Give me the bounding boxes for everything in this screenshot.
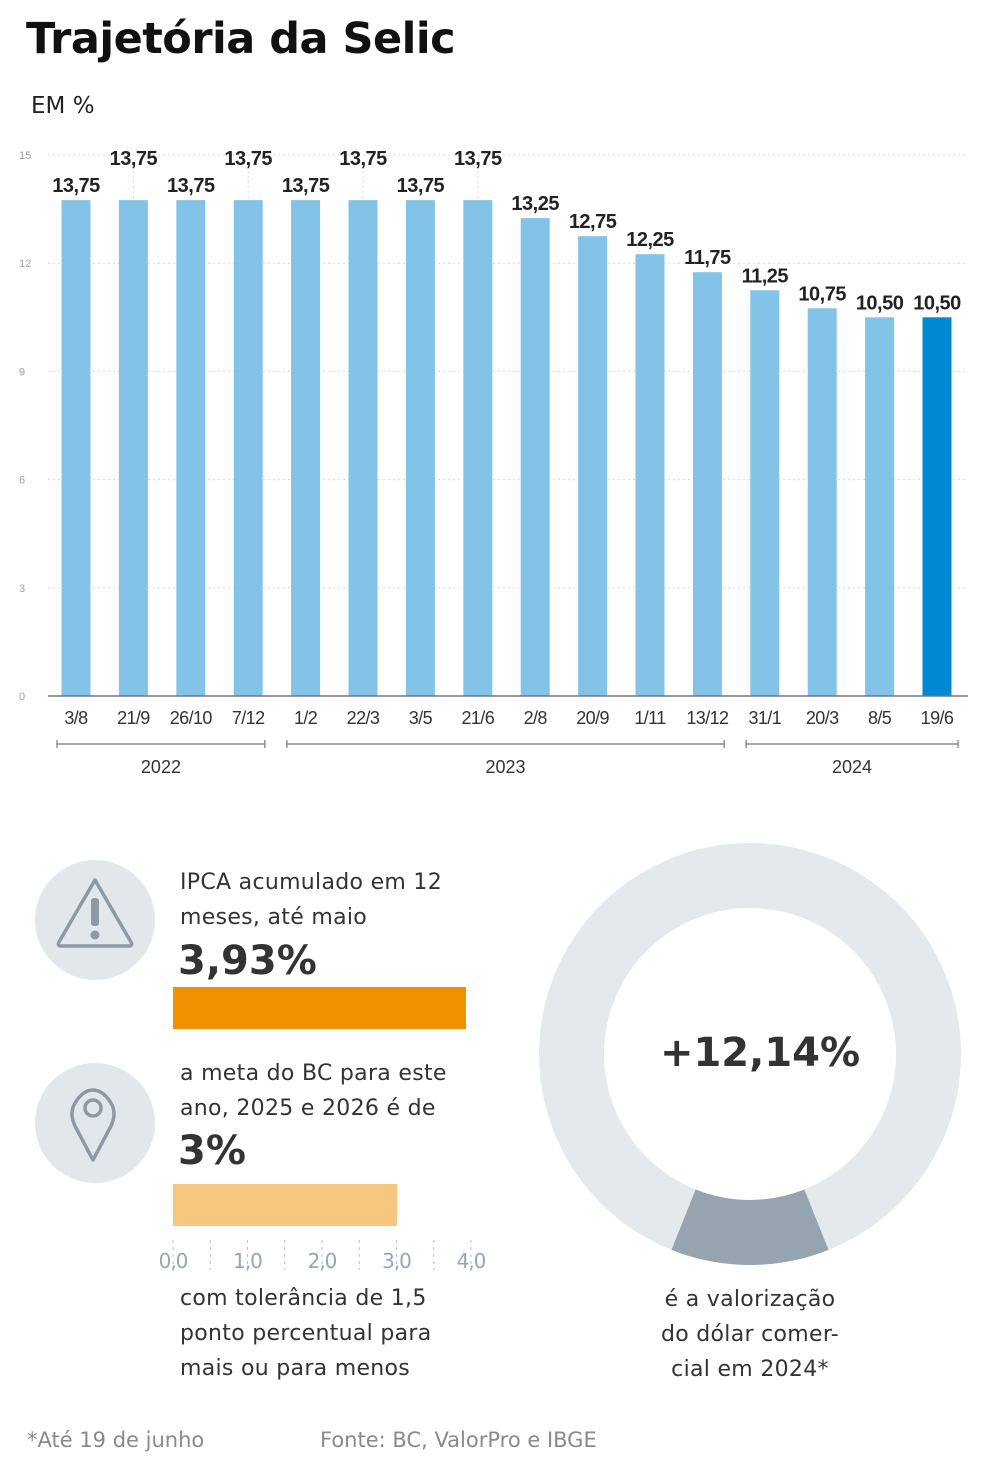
ipca-bar [173, 987, 466, 1029]
dollar-caption: é a valorização do dólar comer- cial em … [600, 1282, 900, 1387]
x-tick-label: 21/6 [461, 708, 494, 728]
tolerance-line1: com tolerância de 1,5 [180, 1286, 427, 1311]
location-pin-icon [70, 1088, 116, 1162]
year-label: 2023 [485, 757, 525, 777]
bar [118, 200, 148, 696]
bar [348, 200, 378, 696]
unit-label: EM % [31, 93, 95, 119]
bar-value-label: 11,75 [684, 247, 731, 269]
location-pin-icon-badge [35, 1063, 155, 1183]
selic-bar-chart: 0 3 6 9 12 15 13,75 3/8 13,75 21/9 13,75 26/10 13,75… [19, 148, 968, 777]
y-tick-label: 12 [19, 258, 31, 270]
ipca-text-line1: IPCA acumulado em 12 [180, 870, 443, 895]
dollar-caption-line1: é a valorização [664, 1287, 836, 1312]
x-tick-label: 20/3 [806, 708, 839, 728]
bar-value-label: 10,75 [798, 283, 846, 305]
x-tick-label: 3/8 [64, 708, 88, 728]
footnote: *Até 19 de junho [27, 1428, 205, 1452]
y-tick-label: 15 [19, 150, 31, 162]
x-tick-label: 22/3 [347, 708, 380, 728]
bar-value-label: 13,75 [167, 175, 215, 197]
x-tick-label: 8/5 [868, 708, 892, 728]
warning-icon-badge [35, 860, 155, 980]
x-tick-label: 2/8 [524, 708, 548, 728]
dollar-caption-line3: cial em 2024* [671, 1357, 829, 1382]
ipca-value: 3,93% [178, 938, 317, 984]
comparison-axis: 0,0 1,0 2,0 3,0 4,0 [159, 1240, 487, 1273]
comparison-tick-label: 3,0 [382, 1249, 411, 1273]
x-tick-label: 20/9 [576, 708, 609, 728]
warning-icon [56, 878, 134, 948]
bar [463, 200, 493, 696]
bar [807, 308, 837, 696]
bar-value-label: 12,25 [626, 229, 674, 251]
dollar-donut-chart [539, 843, 961, 1265]
meta-description: a meta do BC para este ano, 2025 e 2026 … [180, 1056, 447, 1126]
x-tick-label: 3/5 [409, 708, 433, 728]
comparison-tick-label: 2,0 [308, 1249, 337, 1273]
bar [578, 236, 608, 696]
meta-value: 3% [178, 1128, 246, 1174]
x-tick-label: 31/1 [748, 708, 781, 728]
comparison-tick-label: 4,0 [457, 1249, 486, 1273]
donut-segment [671, 1189, 829, 1265]
x-tick-label: 1/11 [634, 708, 666, 728]
dollar-caption-line2: do dólar comer- [660, 1322, 840, 1347]
bar-value-label: 13,75 [282, 175, 330, 197]
tolerance-line3: mais ou para menos [180, 1356, 411, 1381]
x-tick-label: 7/12 [232, 708, 265, 728]
source-note: Fonte: BC, ValorPro e IBGE [320, 1428, 597, 1452]
chart-title: Trajetória da Selic [26, 14, 456, 64]
meta-bar [173, 1184, 397, 1226]
bar [405, 200, 435, 696]
bar-value-label: 13,75 [224, 148, 272, 170]
bar [692, 272, 722, 696]
bar [635, 254, 665, 696]
x-tick-label: 19/6 [921, 708, 954, 728]
bar-value-label: 11,25 [742, 265, 789, 287]
y-tick-label: 3 [19, 583, 25, 595]
bar-value-label: 13,75 [454, 148, 502, 170]
x-tick-label: 26/10 [170, 708, 213, 728]
bar-value-label: 13,75 [110, 148, 158, 170]
year-label: 2024 [832, 757, 872, 777]
y-tick-label: 6 [19, 475, 25, 487]
x-tick-label: 13/12 [686, 708, 729, 728]
meta-text-line2: ano, 2025 e 2026 é de [180, 1096, 436, 1121]
meta-text-line1: a meta do BC para este [180, 1061, 447, 1086]
bar [865, 317, 895, 696]
dollar-value: +12,14% [659, 1030, 861, 1076]
bar [233, 200, 263, 696]
bar-value-label: 13,75 [339, 148, 387, 170]
bar [291, 200, 321, 696]
bar-value-label: 13,75 [397, 175, 445, 197]
bar-highlight [922, 317, 952, 696]
bar-value-label: 12,75 [569, 211, 617, 233]
bar [750, 290, 780, 696]
x-tick-label: 1/2 [294, 708, 318, 728]
bar [176, 200, 206, 696]
comparison-tick-label: 1,0 [233, 1249, 262, 1273]
bar-value-label: 13,25 [511, 193, 559, 215]
y-tick-label: 0 [19, 691, 25, 703]
bar-value-label: 13,75 [52, 175, 100, 197]
bar [520, 218, 550, 696]
x-tick-label: 21/9 [117, 708, 150, 728]
bar-value-label: 10,50 [856, 292, 904, 314]
year-label: 2022 [141, 757, 181, 777]
ipca-description: IPCA acumulado em 12 meses, até maio [180, 865, 442, 935]
bar-value-label: 10,50 [913, 292, 961, 314]
ipca-text-line2: meses, até maio [180, 905, 368, 930]
comparison-tick-label: 0,0 [159, 1249, 188, 1273]
y-tick-label: 9 [19, 366, 25, 378]
bar [61, 200, 91, 696]
tolerance-line2: ponto percentual para [180, 1321, 432, 1346]
tolerance-text: com tolerância de 1,5 ponto percentual p… [180, 1281, 432, 1386]
